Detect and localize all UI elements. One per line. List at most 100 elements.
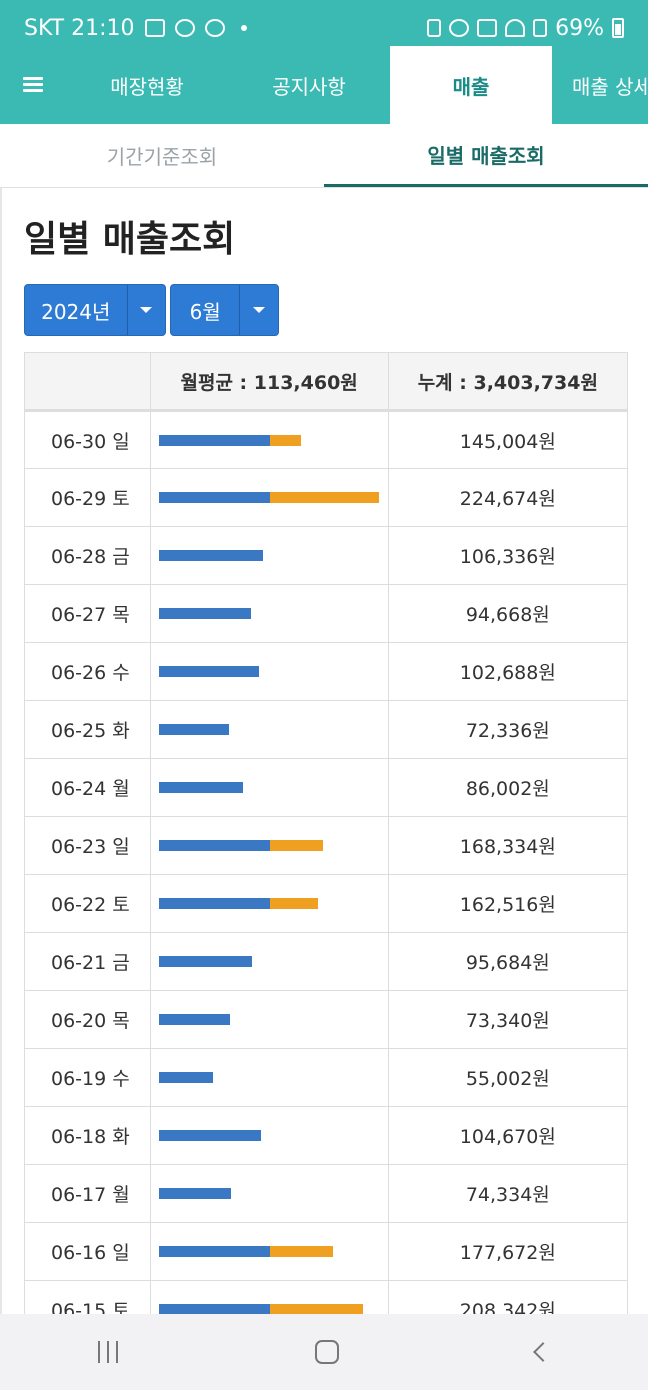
- table-row: 06-26 수 102,688원: [24, 642, 629, 701]
- row-date: 06-17 월: [24, 1164, 151, 1223]
- subtab-period[interactable]: 기간기준조회: [106, 145, 218, 169]
- content-area: 일별 매출조회 2024년 6월 월평균 : 113,460원 누계 : 3,4…: [0, 188, 648, 1314]
- bar-below-average: [158, 1188, 232, 1199]
- row-date: 06-25 화: [24, 700, 151, 759]
- table-row: 06-17 월 74,334원: [24, 1164, 629, 1223]
- row-date: 06-23 일: [24, 816, 151, 875]
- row-date: 06-24 월: [24, 758, 151, 817]
- row-amount: 208,342원: [387, 1280, 629, 1314]
- table-row: 06-21 금 95,684원: [24, 932, 629, 991]
- bar-above-average: [269, 1304, 363, 1314]
- sales-bar: [158, 1130, 380, 1141]
- table-row: 06-23 일 168,334원: [24, 816, 629, 875]
- row-date: 06-15 토: [24, 1280, 151, 1314]
- row-bar-cell: [149, 526, 389, 585]
- row-bar-cell: [149, 816, 389, 875]
- table-row: 06-30 일 145,004원: [24, 410, 629, 469]
- row-bar-cell: [149, 758, 389, 817]
- recents-icon[interactable]: [98, 1341, 119, 1363]
- row-date: 06-30 일: [24, 410, 151, 469]
- row-amount: 168,334원: [387, 816, 629, 875]
- tab-sales-detail[interactable]: 매출 상세: [572, 74, 648, 99]
- table-row: 06-22 토 162,516원: [24, 874, 629, 933]
- row-amount: 55,002원: [387, 1048, 629, 1107]
- sales-bar: [158, 1014, 380, 1025]
- row-bar-cell: [149, 1048, 389, 1107]
- signal-icon: [533, 19, 548, 37]
- row-bar-cell: [149, 1280, 389, 1314]
- carrier-time: SKT 21:10: [24, 15, 135, 41]
- menu-button[interactable]: [0, 46, 66, 124]
- hamburger-icon: [23, 77, 43, 93]
- row-amount: 95,684원: [387, 932, 629, 991]
- row-bar-cell: [149, 584, 389, 643]
- row-amount: 177,672원: [387, 1222, 629, 1281]
- row-amount: 104,670원: [387, 1106, 629, 1165]
- bar-below-average: [158, 1246, 270, 1257]
- mute-icon: [477, 19, 498, 37]
- bar-below-average: [158, 782, 243, 793]
- sales-bar: [158, 492, 380, 503]
- home-icon[interactable]: [314, 1340, 339, 1364]
- row-bar-cell: [149, 1106, 389, 1165]
- sales-bar: [158, 840, 380, 851]
- alarm-icon: [449, 19, 470, 37]
- row-date: 06-18 화: [24, 1106, 151, 1165]
- row-date: 06-19 수: [24, 1048, 151, 1107]
- row-bar-cell: [149, 468, 389, 527]
- table-row: 06-16 일 177,672원: [24, 1222, 629, 1281]
- save-icon: [427, 19, 442, 37]
- row-bar-cell: [149, 990, 389, 1049]
- sales-bar: [158, 1188, 380, 1199]
- sub-tabs: 기간기준조회 일별 매출조회: [0, 124, 648, 188]
- bar-below-average: [158, 1304, 270, 1314]
- row-amount: 145,004원: [387, 410, 629, 469]
- sales-bar: [158, 434, 380, 446]
- row-amount: 74,334원: [387, 1164, 629, 1223]
- bar-above-average: [269, 840, 324, 851]
- wifi-icon: [505, 19, 526, 37]
- bar-below-average: [158, 1072, 213, 1083]
- row-bar-cell: [149, 1222, 389, 1281]
- tab-store-status[interactable]: 매장현황: [110, 74, 184, 99]
- row-amount: 106,336원: [387, 526, 629, 585]
- header-date: [24, 352, 151, 412]
- bar-above-average: [269, 434, 301, 446]
- tab-sales[interactable]: 매출: [390, 46, 552, 124]
- row-amount: 72,336원: [387, 700, 629, 759]
- bar-below-average: [158, 1014, 231, 1025]
- talk-icon: [174, 19, 195, 37]
- bar-below-average: [158, 434, 270, 446]
- gallery-icon: [144, 19, 165, 37]
- month-select[interactable]: 6월: [170, 284, 279, 336]
- tab-notice[interactable]: 공지사항: [272, 74, 346, 99]
- year-caret: [128, 285, 165, 335]
- month-select-label: 6월: [171, 285, 241, 335]
- bar-below-average: [158, 1130, 262, 1141]
- year-select[interactable]: 2024년: [24, 284, 166, 336]
- year-select-label: 2024년: [25, 285, 128, 335]
- row-date: 06-16 일: [24, 1222, 151, 1281]
- table-row: 06-29 토 224,674원: [24, 468, 629, 527]
- bar-below-average: [158, 666, 260, 677]
- table-row: 06-28 금 106,336원: [24, 526, 629, 585]
- caret-down-icon: [253, 307, 266, 313]
- row-bar-cell: [149, 874, 389, 933]
- row-amount: 102,688원: [387, 642, 629, 701]
- table-header: 월평균 : 113,460원 누계 : 3,403,734원: [24, 352, 629, 412]
- sales-bar: [158, 724, 380, 735]
- sales-bar: [158, 956, 380, 967]
- battery-percent: 69%: [555, 15, 604, 41]
- table-row: 06-15 토 208,342원: [24, 1280, 629, 1314]
- sales-bar: [158, 1246, 380, 1257]
- subtab-daily[interactable]: 일별 매출조회: [324, 124, 648, 187]
- row-bar-cell: [149, 642, 389, 701]
- row-amount: 224,674원: [387, 468, 629, 527]
- back-icon[interactable]: [532, 1342, 553, 1362]
- row-date: 06-20 목: [24, 990, 151, 1049]
- bar-below-average: [158, 492, 270, 503]
- bar-above-average: [269, 492, 379, 503]
- bar-below-average: [158, 608, 252, 619]
- sales-bar: [158, 1304, 380, 1314]
- month-caret: [240, 285, 278, 335]
